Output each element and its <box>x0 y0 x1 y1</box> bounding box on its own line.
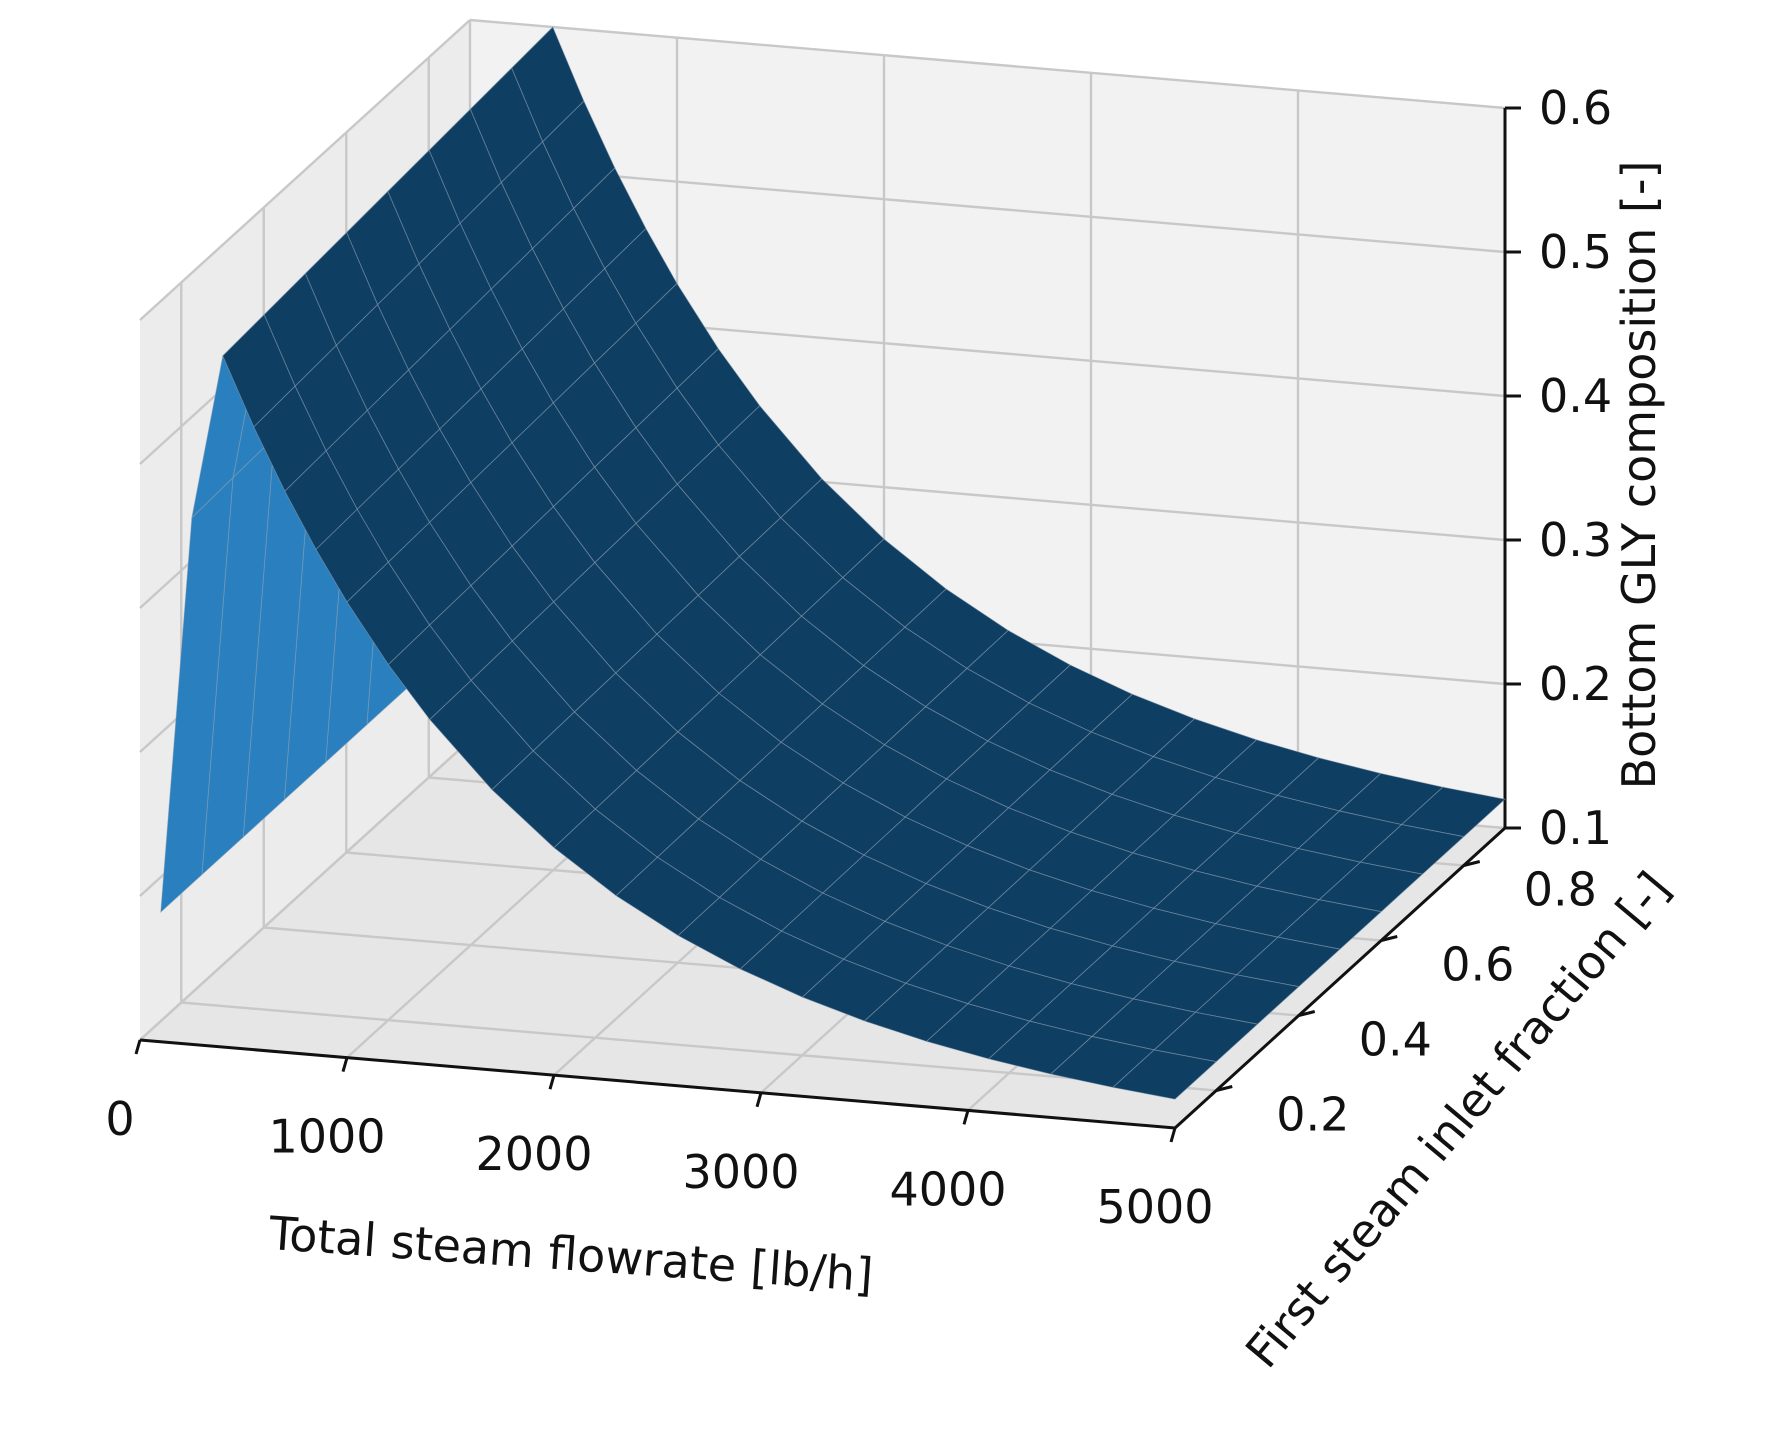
grid-line-z-back <box>469 18 1506 110</box>
x-tick-label: 1000 <box>268 1110 385 1164</box>
x-tick-mark <box>962 1109 970 1125</box>
y-tick-mark <box>1215 1085 1233 1092</box>
x-tick-mark <box>134 1039 142 1055</box>
surface-mesh <box>160 25 1506 1100</box>
surface-cell <box>1111 1049 1218 1100</box>
y-tick-label: 0.8 <box>1524 863 1597 917</box>
grid-line-y-floor <box>181 1001 1217 1092</box>
y-tick-label: 0.4 <box>1359 1013 1432 1067</box>
z-tick-label: 0.6 <box>1539 81 1612 135</box>
x-tick-mark <box>548 1074 556 1090</box>
x-axis-title: Total steam flowrate [lb/h] <box>266 1206 875 1302</box>
grid-line-z-left <box>139 19 471 321</box>
x-tick-label: 2000 <box>475 1127 592 1181</box>
grid-line-z-back <box>469 162 1506 254</box>
y-tick-mark <box>1380 935 1398 942</box>
x-tick-mark <box>1169 1127 1177 1143</box>
z-tick-label: 0.1 <box>1539 801 1612 855</box>
axis-lines <box>134 106 1521 1143</box>
x-tick-mark <box>755 1092 763 1108</box>
grid-line-z-left <box>139 739 471 1041</box>
z-tick-label: 0.4 <box>1539 369 1612 423</box>
z-tick-label: 0.2 <box>1539 657 1612 711</box>
x-tick-mark <box>341 1057 349 1073</box>
y-axis-line <box>1173 826 1507 1130</box>
y-tick-label: 0.2 <box>1276 1088 1349 1142</box>
x-tick-label: 4000 <box>889 1162 1006 1216</box>
x-tick-label: 5000 <box>1096 1180 1213 1234</box>
z-tick-label: 0.3 <box>1539 513 1612 567</box>
x-tick-label: 0 <box>105 1092 134 1146</box>
y-tick-mark <box>1463 860 1481 867</box>
y-tick-mark <box>1298 1010 1316 1017</box>
z-axis-title: Bottom GLY composition [-] <box>1612 161 1666 790</box>
x-tick-label: 3000 <box>682 1145 799 1199</box>
x-axis-line <box>139 1038 1176 1130</box>
y-tick-label: 0.6 <box>1441 938 1514 992</box>
tick-labels: 0 1000 2000 3000 4000 50000.20.40.60.80.10.20… <box>105 81 1612 1234</box>
z-tick-label: 0.5 <box>1539 225 1612 279</box>
